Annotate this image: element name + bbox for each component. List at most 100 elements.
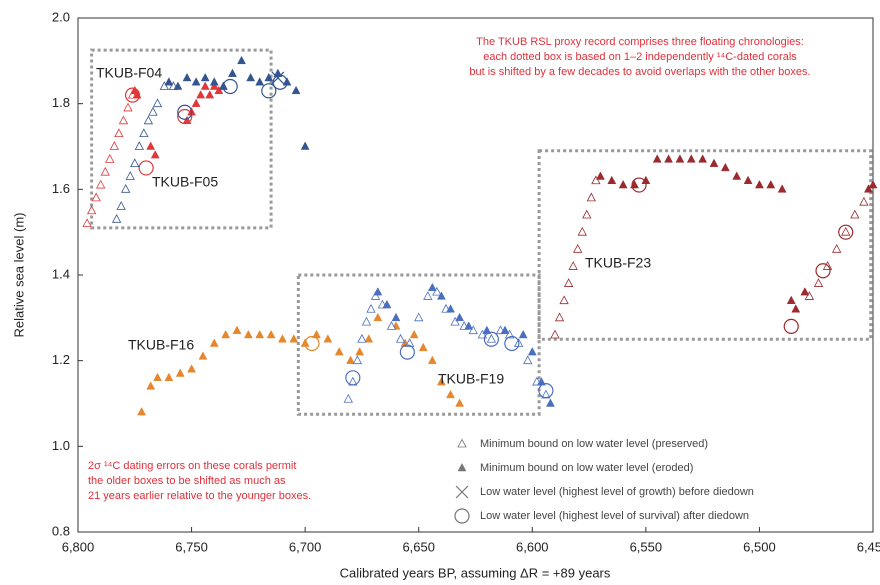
preserved-point (386, 321, 397, 330)
eroded-point (864, 184, 873, 193)
eroded-point (164, 372, 174, 382)
eroded-point (237, 55, 246, 65)
preserved-point (105, 154, 115, 163)
eroded-point (675, 154, 685, 163)
eroded-point (391, 312, 401, 322)
eroded-point (187, 364, 196, 373)
preserved-point (96, 179, 106, 189)
legend-label: Minimum bound on low water level (eroded… (480, 462, 693, 474)
growth-cross (271, 71, 285, 85)
preserved-point (370, 291, 381, 300)
preserved-point (568, 261, 578, 270)
eroded-point (153, 372, 162, 382)
eroded-point (766, 180, 776, 189)
y-tick-label: 1.2 (52, 352, 70, 367)
eroded-point (364, 334, 374, 343)
survival-circle (783, 318, 799, 334)
eroded-point (786, 295, 796, 304)
preserved-point (432, 286, 442, 296)
preserved-point (114, 128, 124, 138)
legend-label: Minimum bound on low water level (preser… (480, 438, 708, 450)
eroded-point (755, 180, 764, 189)
legend-label: Low water level (highest level of surviv… (480, 510, 749, 522)
x-tick-label: 6,550 (630, 539, 663, 554)
survival-circle (838, 224, 854, 240)
eroded-point (246, 72, 256, 82)
eroded-point (720, 162, 730, 172)
annotation: the older boxes to be shifted as much as (88, 475, 286, 487)
eroded-point (418, 342, 428, 352)
preserved-point (573, 243, 583, 253)
dotted-box (90, 48, 273, 230)
survival-circle (177, 108, 193, 125)
preserved-point (139, 128, 149, 138)
eroded-point (437, 291, 446, 300)
legend-marker (457, 462, 467, 472)
survival-circle (272, 74, 288, 90)
preserved-point (554, 312, 565, 322)
preserved-point (414, 312, 424, 322)
preserved-point (559, 295, 569, 305)
legend-marker (455, 485, 469, 499)
eroded-point (205, 90, 215, 99)
eroded-point (150, 150, 160, 159)
coral-label: TKUB-F04 (96, 65, 162, 81)
preserved-point (450, 316, 460, 326)
eroded-point (732, 171, 742, 180)
eroded-point (618, 180, 628, 189)
x-tick-label: 6,700 (289, 539, 322, 554)
survival-circle (222, 78, 238, 95)
eroded-point (464, 321, 474, 330)
preserved-point (116, 201, 126, 210)
preserved-point (563, 278, 574, 287)
preserved-point (82, 218, 92, 227)
y-tick-label: 1.6 (52, 181, 70, 196)
preserved-point (143, 115, 154, 125)
eroded-point (182, 72, 192, 82)
eroded-point (323, 334, 333, 343)
survival-circle (538, 383, 554, 399)
preserved-point (477, 329, 487, 339)
eroded-point (214, 85, 224, 95)
preserved-point (591, 175, 601, 185)
eroded-point (546, 398, 555, 407)
survival-circle (177, 104, 193, 120)
eroded-point (200, 72, 210, 82)
preserved-point (125, 171, 135, 180)
eroded-point (686, 154, 696, 163)
eroded-point (709, 158, 719, 167)
eroded-point (868, 180, 878, 189)
eroded-point (664, 154, 673, 163)
legend-marker (457, 438, 467, 448)
x-tick-label: 6,450 (857, 539, 880, 554)
eroded-point (264, 72, 274, 82)
survival-circle (631, 177, 647, 193)
preserved-point (352, 355, 363, 365)
eroded-point (427, 282, 437, 292)
eroded-point (527, 347, 537, 356)
preserved-point (813, 278, 824, 287)
preserved-point (577, 226, 587, 236)
preserved-point (121, 183, 131, 193)
eroded-point (373, 312, 383, 322)
eroded-point (191, 77, 201, 86)
preserved-point (123, 102, 133, 112)
eroded-point (200, 81, 210, 90)
eroded-point (228, 68, 237, 77)
eroded-point (291, 85, 301, 95)
eroded-point (173, 81, 183, 90)
eroded-point (164, 77, 174, 86)
preserved-point (395, 333, 406, 343)
preserved-point (118, 115, 129, 125)
preserved-point (366, 303, 376, 313)
eroded-point (266, 329, 276, 339)
eroded-point (289, 334, 299, 343)
survival-circle (504, 335, 520, 352)
x-tick-label: 6,750 (175, 539, 208, 554)
legend-label: Low water level (highest level of growth… (480, 486, 754, 498)
eroded-point (500, 325, 510, 334)
eroded-point (596, 171, 605, 180)
y-tick-label: 2.0 (52, 9, 70, 24)
dotted-box (296, 273, 541, 416)
preserved-point (586, 192, 597, 202)
